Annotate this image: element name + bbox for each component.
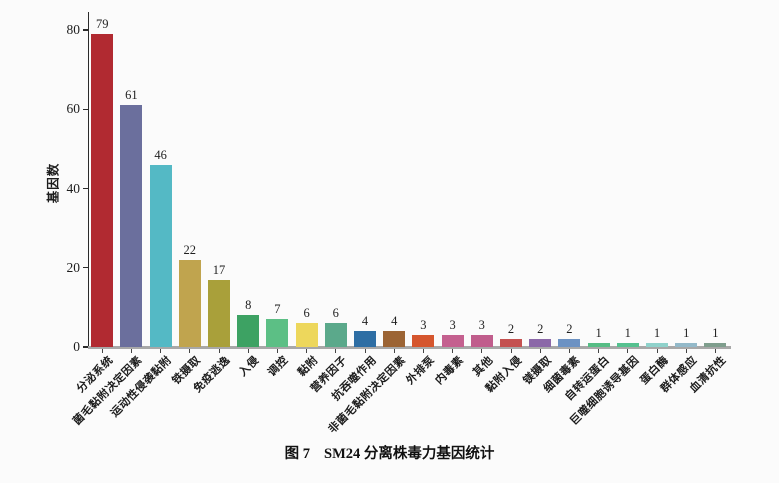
bar	[412, 335, 435, 347]
x-tick-mark	[598, 348, 600, 353]
bar	[149, 164, 172, 347]
bar	[441, 335, 464, 347]
bar	[675, 343, 698, 347]
y-tick-label: 60	[66, 101, 81, 117]
x-tick-label-text: 内毒素	[433, 354, 467, 388]
bar	[91, 33, 114, 347]
caption-label: 图 7	[284, 446, 310, 462]
x-tick-mark	[189, 348, 191, 353]
bar	[704, 343, 727, 347]
bar	[470, 335, 493, 347]
y-tick-mark	[83, 108, 88, 110]
bar-value-label: 3	[478, 318, 485, 333]
bar	[295, 323, 318, 347]
bar	[646, 343, 668, 347]
bar-value-label: 4	[361, 314, 369, 329]
bar-value-label: 2	[507, 322, 515, 337]
x-tick-mark	[276, 348, 278, 353]
bar-value-label: 3	[420, 318, 427, 333]
bar-value-label: 61	[125, 88, 138, 103]
bar	[237, 315, 260, 347]
x-tick-mark	[452, 348, 454, 353]
x-axis	[88, 345, 731, 349]
x-tick-label-text: 外排泵	[404, 354, 437, 388]
y-tick-label: 40	[66, 180, 81, 196]
x-tick-mark	[568, 348, 570, 353]
bar-value-label: 6	[303, 306, 310, 321]
bar-value-label: 22	[183, 242, 197, 257]
x-tick-mark	[247, 348, 249, 353]
x-tick-mark	[481, 348, 483, 353]
bar-value-label: 7	[274, 302, 281, 317]
x-tick-mark	[627, 348, 629, 353]
bar	[324, 323, 347, 347]
bar-value-label: 46	[154, 147, 167, 162]
x-tick-mark	[306, 348, 308, 353]
bar-value-label: 8	[245, 298, 252, 313]
x-tick-mark	[130, 348, 132, 353]
x-tick-label-text: 入侵	[237, 354, 262, 379]
x-tick-mark	[422, 348, 424, 353]
bar	[500, 339, 522, 347]
bar	[587, 343, 610, 347]
x-tick-mark	[218, 348, 220, 353]
y-axis	[88, 12, 90, 349]
x-tick-mark	[160, 348, 162, 353]
y-tick-mark	[83, 187, 88, 190]
bar	[383, 331, 406, 347]
y-tick-mark	[83, 29, 88, 31]
y-tick-label: 20	[66, 259, 81, 275]
bar-value-label: 79	[95, 16, 109, 31]
bar	[208, 279, 230, 347]
bar-value-label: 2	[566, 322, 573, 337]
x-tick-mark	[101, 348, 103, 353]
bar	[266, 319, 289, 347]
bar-value-label: 1	[712, 326, 719, 341]
x-tick-mark	[510, 348, 512, 353]
bar-value-label: 6	[332, 306, 339, 321]
bar-value-label: 1	[653, 326, 661, 341]
x-tick-mark	[539, 348, 541, 353]
x-tick-mark	[393, 348, 395, 353]
bar-value-label: 2	[537, 322, 544, 337]
bar-value-label: 3	[449, 318, 456, 333]
bar	[616, 343, 639, 347]
bar-value-label: 1	[595, 326, 602, 341]
bar	[529, 339, 552, 347]
bar-value-label: 1	[683, 326, 690, 341]
x-tick-label-text: 调控	[266, 354, 291, 379]
bar	[120, 105, 143, 347]
y-tick-mark	[83, 267, 88, 269]
y-tick-label: 0	[73, 339, 80, 354]
y-tick-label: 80	[66, 22, 81, 37]
x-tick-mark	[335, 348, 337, 353]
bar-value-label: 4	[391, 314, 398, 329]
x-tick-mark	[656, 348, 658, 353]
figure-caption: 图 7 SM24 分离株毒力基因统计	[0, 442, 779, 463]
bar-value-label: 1	[624, 326, 631, 341]
bar	[558, 339, 581, 347]
bar-value-label: 17	[212, 262, 226, 277]
x-tick-mark	[714, 348, 716, 353]
bar	[354, 331, 376, 347]
bar	[178, 259, 201, 347]
caption-title: SM24 分离株毒力基因统计	[324, 446, 495, 462]
y-tick-mark	[83, 346, 88, 348]
x-tick-mark	[364, 348, 366, 353]
x-tick-mark	[685, 348, 687, 353]
